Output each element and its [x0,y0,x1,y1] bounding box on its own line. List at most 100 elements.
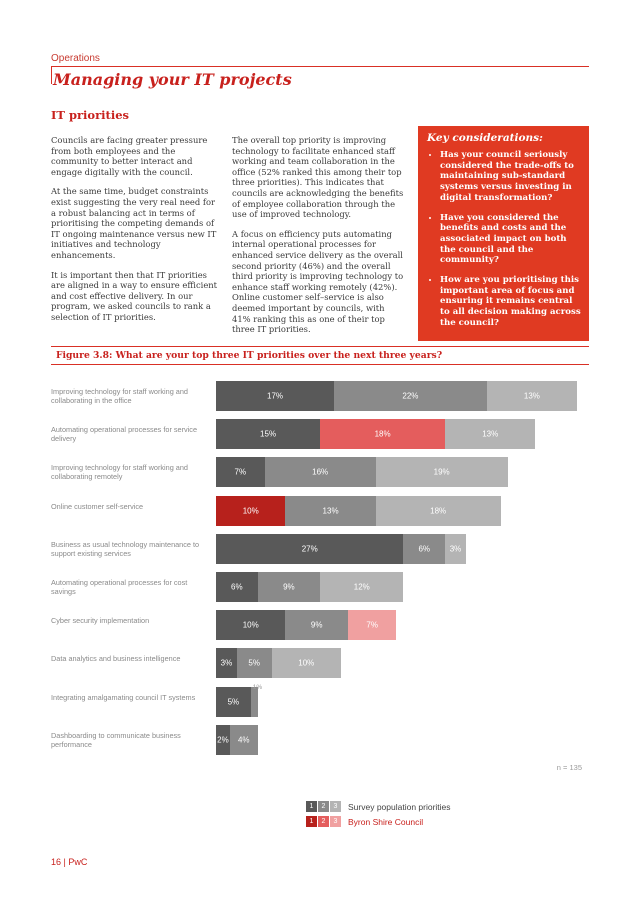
bar-segment [375,495,501,526]
key-considerations-box: Key considerations: Has your council ser… [418,126,589,341]
data-label: 18% [374,429,391,439]
bar-segment [216,533,404,564]
paragraph: A focus on efficiency puts automating in… [232,228,404,335]
legend-label: Survey population priorities [348,801,451,812]
bar-segment [216,381,335,411]
section-label: Operations [51,53,100,64]
bar-segment [216,572,258,602]
data-label: 2% [217,735,229,745]
bar-segment [375,457,508,488]
legend-entry: 1 2 3 Byron Shire Council [306,815,451,828]
body-column-1: Councils are facing greater pressure fro… [51,135,221,332]
category-label: Business as usual technology maintenance… [51,539,200,558]
key-title: Key considerations: [427,132,543,144]
category-label: Dashboarding to communicate business per… [51,730,181,749]
data-label: 22% [402,391,419,401]
body-column-2: The overall top priority is improving te… [232,135,404,344]
paragraph: Councils are facing greater pressure fro… [51,135,208,177]
bar-segment [216,419,321,450]
paragraph: At the same time, budget constraints exi… [51,186,217,260]
bar-segment [257,572,321,602]
category-label: Data analytics and business intelligence [51,654,181,664]
legend-label: Byron Shire Council [348,816,424,827]
key-list: Has your council seriously considered th… [427,150,581,329]
sample-size-note: n = 135 [556,763,582,772]
bar-segment [486,381,577,411]
bar-segment [250,686,258,717]
legend-swatch: 1 [306,816,317,827]
data-label: 15% [260,429,277,439]
data-label: 9% [310,620,323,630]
figure-rule-bottom [51,364,589,365]
data-label: 5% [227,697,240,707]
legend-swatch: 3 [330,801,341,812]
data-label: 3% [220,658,233,668]
data-label: 4% [237,735,250,745]
left-tick [51,66,52,84]
data-label: 12% [353,582,370,592]
bar-segment [229,724,258,755]
data-label: 17% [266,391,284,401]
legend-swatch: 2 [318,801,329,812]
bar-segment [285,495,376,526]
bar-segment [216,610,286,641]
category-label: Improving technology for staff working a… [51,463,188,482]
bar-segment [320,572,404,602]
bar-segment [216,648,237,679]
data-label: 1% [252,683,263,691]
bar-segment [445,533,466,564]
category-label: Online customer self-service [51,501,144,511]
key-item: Has your council seriously considered th… [440,150,581,204]
data-label: 6% [231,582,243,592]
top-rule [51,66,589,67]
bar-segment [236,648,272,679]
bar-segment [271,648,341,679]
bar-segment [216,495,286,526]
key-item: Have you considered the benefits and cos… [440,213,581,267]
bar-segment [347,610,397,641]
data-label: 10% [298,658,315,668]
bar-segment [264,457,376,488]
legend-entry: 1 2 3 Survey population priorities [306,800,451,813]
data-label: 13% [322,506,339,516]
category-label: Cyber security implementation [51,616,150,626]
footer: 16 | PwC [51,857,88,867]
data-label: 27% [301,544,318,554]
key-item: How are you prioritising this important … [440,275,581,329]
paragraph: It is important then that IT priorities … [51,269,218,322]
data-label: 16% [312,467,329,477]
legend-swatch: 3 [330,816,341,827]
bar-segment [445,419,536,450]
data-label: 10% [242,506,259,516]
data-label: 13% [523,391,540,401]
bar-segment [320,419,446,450]
data-label: 3% [449,544,462,554]
legend-swatch: 1 [306,801,317,812]
figure-rule-top [51,346,589,347]
paragraph: The overall top priority is improving te… [232,135,404,220]
sub-title: IT priorities [51,108,129,122]
data-label: 13% [482,429,499,439]
category-label: Integrating amalgamating council IT syst… [51,692,196,702]
bar-segment [216,686,251,717]
data-label: 10% [242,620,259,630]
bar-segment [216,457,265,488]
figure-title: Figure 3.8: What are your top three IT p… [56,350,443,361]
category-label: Automating operational processes for cos… [51,578,188,596]
data-label: 9% [283,582,295,592]
data-label: 19% [433,467,450,477]
data-label: 5% [248,658,260,668]
page-title: Managing your IT projects [53,70,292,89]
data-label: 18% [430,506,447,516]
legend: 1 2 3 Survey population priorities 1 2 3 Byron … [306,800,451,830]
bar-segment [216,724,230,755]
legend-swatch: 2 [318,816,329,827]
bar-segment [403,533,446,564]
data-label: 7% [234,467,247,477]
category-label: Automating operational processes for ser… [51,425,198,444]
bar-segment [334,381,487,411]
bar-segment [285,610,348,641]
data-label: 7% [366,620,378,630]
data-label: 6% [418,544,431,554]
category-label: Improving technology for staff working a… [51,387,188,405]
